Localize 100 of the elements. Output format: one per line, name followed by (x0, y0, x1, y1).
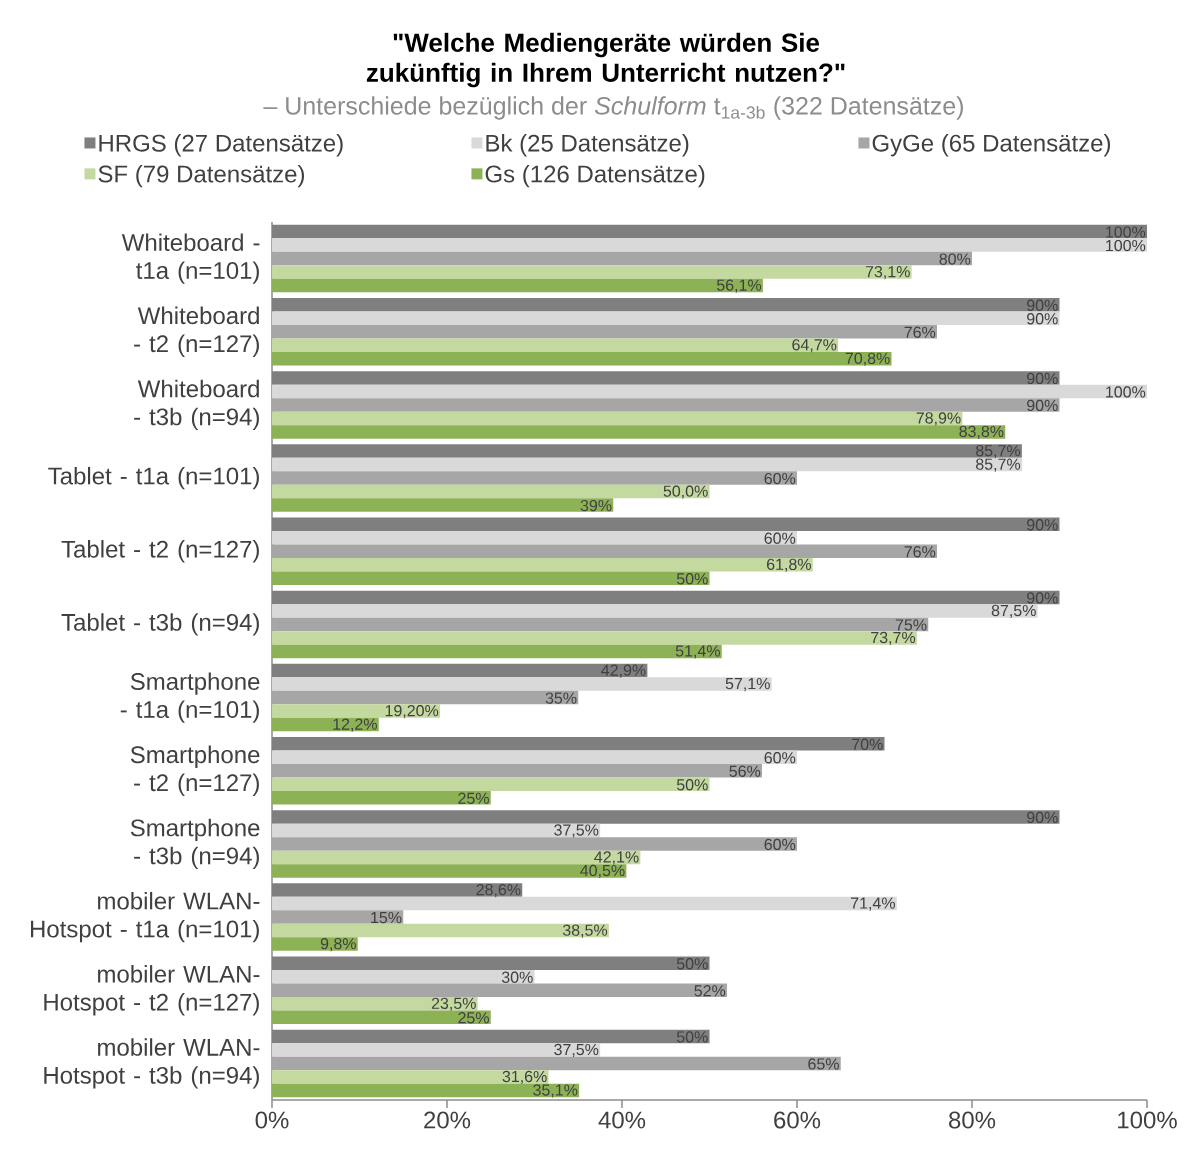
bar (272, 371, 1060, 385)
data-label: 38,5% (562, 924, 608, 938)
data-label: 60% (764, 472, 796, 485)
data-label: 64,7% (792, 339, 837, 353)
bar (272, 1043, 601, 1057)
data-label: 70,8% (845, 352, 890, 366)
x-tick-label: 60% (774, 1111, 821, 1129)
y-tick-label: mobiler WLAN-Hotspot - t1a (n=101) (30, 891, 260, 943)
data-label: 90% (1027, 811, 1058, 824)
data-label: 90% (1027, 372, 1058, 385)
bar (272, 956, 710, 971)
legend-label: GyGe (65 Datensätze) (872, 134, 1111, 157)
data-label: 50,0% (663, 485, 708, 499)
bar (272, 444, 1022, 458)
y-tick-label: Tablet - t1a (n=101) (48, 466, 259, 490)
data-label: 28,6% (476, 883, 521, 898)
data-label: 25% (458, 1012, 489, 1024)
bar (272, 265, 912, 279)
data-label: 90% (1027, 592, 1058, 604)
y-tick-label: Tablet - t3b (n=94) (61, 613, 259, 636)
bar (272, 571, 710, 586)
data-label: 100% (1106, 239, 1146, 252)
data-label: 60% (764, 838, 796, 851)
bar (272, 411, 963, 426)
bar (272, 791, 491, 805)
x-tick-label: 20% (424, 1111, 471, 1129)
bar (272, 558, 813, 572)
bar (272, 737, 885, 751)
bar (272, 1070, 549, 1084)
data-label: 60% (764, 752, 796, 764)
data-label: 35,1% (533, 1084, 578, 1098)
bar (272, 810, 1060, 824)
data-label: 31,6% (502, 1070, 547, 1085)
data-label: 83,8% (959, 425, 1004, 440)
data-label: 70% (852, 738, 883, 750)
legend-label: Bk (25 Datensätze) (486, 134, 689, 157)
bar (272, 238, 1148, 252)
data-label: 80% (939, 253, 971, 265)
data-label: 19,20% (385, 704, 439, 719)
bar (272, 983, 727, 998)
bar (272, 224, 1148, 239)
bar (272, 298, 1060, 312)
bar (272, 923, 609, 938)
bar (272, 777, 710, 792)
x-tick-label: 100% (1118, 1111, 1177, 1129)
bar (272, 764, 762, 778)
data-label: 42,1% (594, 851, 639, 865)
x-tick-label: 40% (598, 1111, 646, 1129)
data-label: 51,4% (675, 645, 720, 659)
data-label: 57,1% (725, 678, 770, 692)
bar (272, 384, 1148, 399)
bar (272, 311, 1060, 325)
bar (272, 677, 772, 691)
bar (272, 1056, 841, 1071)
bar (272, 896, 897, 911)
data-label: 25% (458, 792, 489, 804)
data-label: 73,1% (865, 265, 910, 280)
data-label: 76% (904, 546, 936, 558)
data-label: 50% (676, 779, 708, 791)
bar (272, 517, 1060, 532)
data-label: 35% (545, 692, 577, 704)
y-tick-label: Whiteboard - t2 (n=127) (134, 306, 259, 357)
data-label: 73,7% (871, 631, 916, 646)
bar (272, 631, 917, 645)
y-tick-label: mobiler WLAN-Hotspot - t3b (n=94) (44, 1038, 260, 1089)
bar (272, 338, 839, 353)
data-label: 50% (676, 958, 708, 970)
data-label: 56% (729, 765, 761, 777)
data-label: 37,5% (554, 1043, 599, 1058)
y-tick-label: Tablet - t2 (n=127) (61, 540, 259, 563)
bar (272, 850, 641, 865)
bar (272, 590, 1060, 605)
y-tick-label: mobiler WLAN-Hotspot - t2 (n=127) (44, 965, 260, 1016)
bar (272, 352, 892, 366)
data-label: 9,8% (320, 937, 356, 952)
data-label: 65% (808, 1058, 839, 1070)
data-label: 78,9% (916, 412, 961, 426)
data-label: 40,5% (580, 864, 625, 879)
bar (272, 970, 535, 984)
y-tick-label: Whiteboard - t1a (n=101) (121, 233, 260, 284)
data-label: 30% (501, 971, 533, 983)
data-label: 52% (694, 985, 726, 997)
bar (272, 864, 627, 878)
data-label: 90% (1027, 299, 1058, 311)
bar (272, 325, 938, 339)
bar (272, 644, 722, 659)
bar (272, 823, 601, 838)
bar (272, 498, 614, 512)
data-label: 42,9% (601, 664, 646, 678)
bar (272, 910, 404, 924)
y-tick-label: Whiteboard - t3b (n=94) (134, 379, 259, 431)
legend-label: Gs (126 Datensätze) (485, 164, 705, 188)
data-label: 50% (676, 573, 708, 585)
data-label: 100% (1106, 386, 1146, 398)
data-label: 90% (1027, 399, 1058, 412)
bar (272, 457, 1022, 472)
x-tick-label: 0% (255, 1111, 289, 1129)
data-label: 15% (371, 911, 402, 924)
bar (272, 617, 929, 632)
bar (272, 544, 938, 558)
